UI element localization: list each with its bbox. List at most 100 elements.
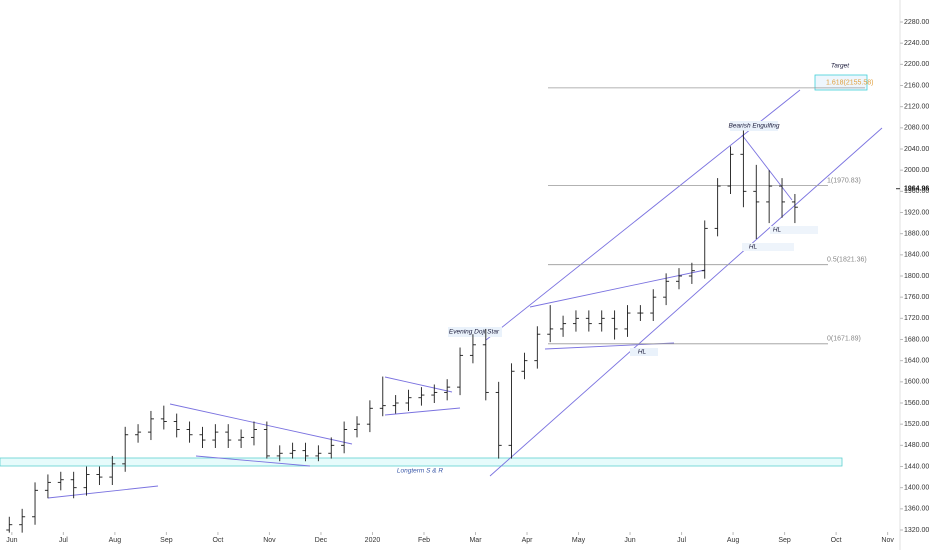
ohlc-bar [469,334,476,364]
ohlc-bar [663,273,670,306]
ohlc-bar [727,146,734,194]
y-tick-label: 1720.00 [904,315,929,322]
label-box [630,348,658,356]
fib-label: 0(1671.89) [827,336,861,343]
y-tick-label: 1600.00 [904,379,929,386]
ohlc-bar [44,474,51,499]
ohlc-bar [199,426,206,448]
x-tick-label: Nov [263,537,276,544]
y-tick-label: 1520.00 [904,421,929,428]
y-tick-label: 1680.00 [904,336,929,343]
ohlc-bar [457,347,464,396]
ohlc-bar [740,130,747,208]
y-tick-label: 2280.00 [904,19,929,26]
x-tick-label: Apr [522,537,534,544]
y-tick-label: 1960.00 [904,188,929,195]
support-band [0,457,843,467]
ohlc-bar [534,326,541,369]
label-box [730,121,778,131]
label-box [770,226,818,234]
ohlc-bar [225,424,232,448]
fib-label: 0.5(1821.36) [827,257,867,264]
ohlc-bar [83,466,90,496]
y-tick-label: 1320.00 [904,527,929,534]
y-tick-label: 1880.00 [904,231,929,238]
y-tick-label: 1640.00 [904,358,929,365]
ohlc-bar [276,445,283,462]
ohlc-bar [263,421,270,459]
ohlc-bar [495,381,502,459]
y-tick-label: 2120.00 [904,104,929,111]
trend-line [384,407,461,416]
x-tick-label: Dec [315,537,328,544]
ohlc-bar [431,384,438,403]
ohlc-bar [354,416,361,438]
y-tick-label: 1560.00 [904,400,929,407]
ohlc-bar [611,310,618,340]
fib-label: 1.618(2155.58) [826,80,873,87]
ohlc-bar [701,220,708,279]
trend-line [741,134,793,201]
ohlc-bar [482,328,489,401]
y-tick-label: 2040.00 [904,146,929,153]
ohlc-bar [791,193,798,224]
y-tick-label: 2000.00 [904,167,929,174]
x-tick-label: Jul [677,537,686,544]
support-label: Longterm S & R [397,468,444,475]
x-tick-label: Mar [469,537,482,544]
channel-upper [485,89,801,341]
y-tick-label: 2200.00 [904,61,929,68]
ohlc-bar [714,178,721,237]
ohlc-bar [521,352,528,380]
ohlc-bar [173,413,180,438]
ohlc-bar [19,508,26,533]
ohlc-bar [637,305,644,321]
trend-line [169,403,353,445]
y-tick-label: 1400.00 [904,485,929,492]
last-price-label: 1964.96 [904,186,929,193]
ohlc-bar [96,466,103,486]
y-tick-label: 1800.00 [904,273,929,280]
x-tick-label: Feb [418,537,430,544]
ohlc-bar [444,379,451,401]
ohlc-bar [70,471,77,499]
target-box [814,74,868,91]
trend-line [384,376,453,393]
ohlc-bar [624,305,631,337]
ohlc-bar [598,310,605,332]
y-tick-label: 2160.00 [904,82,929,89]
ohlc-bar [289,442,296,459]
ohlc-bar [688,262,695,284]
ohlc-bar [160,405,167,430]
x-tick-label: Nov [881,537,894,544]
target-label: Target [831,63,850,70]
y-tick-label: 1760.00 [904,294,929,301]
ohlc-bar [766,170,773,224]
ohlc-bar [341,421,348,454]
hl-label: HL [638,349,647,356]
ohlc-bar [250,421,257,446]
label-box [448,327,502,337]
label-box [742,243,794,251]
bearish-label: Bearish Engulfing [729,123,780,130]
ohlc-bar [560,315,567,337]
y-tick-label: 1840.00 [904,252,929,259]
ohlc-bar [650,289,657,321]
ohlc-bar [779,178,786,218]
hl-label: HL [773,227,782,234]
y-tick-label: 1360.00 [904,506,929,513]
ohlc-bar [508,363,515,459]
ohlc-bar [109,455,116,486]
ohlc-bar [302,442,309,462]
x-tick-label: Jul [59,537,68,544]
y-tick-label: 2240.00 [904,40,929,47]
y-tick-label: 1920.00 [904,209,929,216]
x-tick-label: Sep [778,537,791,544]
ohlc-bar [135,424,142,443]
evening-label: Evening Doji Star [449,329,500,336]
ohlc-bar [212,424,219,448]
x-tick-label: 2020 [365,537,381,544]
trend-line [529,269,706,308]
ohlc-bar [147,410,154,441]
